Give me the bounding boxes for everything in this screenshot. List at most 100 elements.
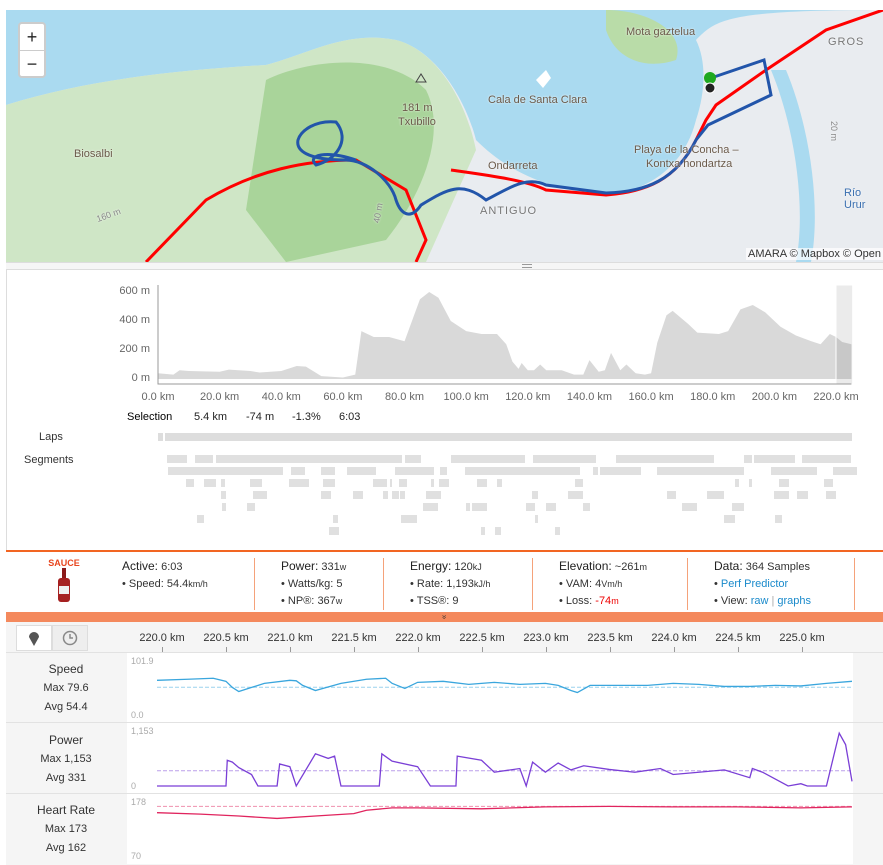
segment-bar[interactable] bbox=[749, 479, 752, 487]
segment-bar[interactable] bbox=[372, 479, 388, 487]
segment-bar[interactable] bbox=[476, 479, 487, 487]
segment-bar[interactable] bbox=[526, 467, 546, 475]
segment-bar[interactable] bbox=[472, 503, 487, 511]
segment-bar[interactable] bbox=[567, 455, 589, 463]
segment-bar[interactable] bbox=[824, 479, 834, 487]
segment-bar[interactable] bbox=[656, 467, 685, 475]
segment-bar[interactable] bbox=[441, 479, 447, 487]
segment-bar[interactable] bbox=[244, 467, 283, 475]
segment-bar[interactable] bbox=[787, 467, 817, 475]
segment-bar[interactable] bbox=[278, 455, 282, 463]
map-attribution[interactable]: AMARA © Mapbox © Open bbox=[746, 248, 883, 260]
segment-bar[interactable] bbox=[223, 455, 266, 463]
segment-bar[interactable] bbox=[466, 503, 470, 511]
segment-bar[interactable] bbox=[575, 479, 583, 487]
segment-bar[interactable] bbox=[197, 467, 215, 475]
power-plot[interactable]: 1,153 0 bbox=[127, 723, 853, 794]
map-canvas[interactable] bbox=[6, 10, 883, 262]
segment-bar[interactable] bbox=[682, 503, 698, 511]
segment-bar[interactable] bbox=[346, 455, 387, 463]
segment-bar[interactable] bbox=[290, 467, 305, 475]
segment-bar[interactable] bbox=[218, 455, 222, 463]
segment-bar[interactable] bbox=[677, 455, 706, 463]
speed-plot[interactable]: 101.9 0.0 bbox=[127, 653, 853, 723]
segment-bar[interactable] bbox=[248, 455, 283, 463]
segment-bar[interactable] bbox=[783, 479, 787, 487]
segment-bar[interactable] bbox=[399, 479, 408, 487]
segment-bar[interactable] bbox=[215, 467, 253, 475]
perf-predictor-link[interactable]: Perf Predictor bbox=[720, 578, 789, 590]
segment-bar[interactable] bbox=[705, 467, 744, 475]
segment-bar[interactable] bbox=[616, 467, 625, 475]
segment-bar[interactable] bbox=[465, 467, 483, 475]
segment-bar[interactable] bbox=[440, 467, 447, 475]
segment-bar[interactable] bbox=[352, 491, 363, 499]
segment-bar[interactable] bbox=[320, 491, 332, 499]
segment-bar[interactable] bbox=[425, 491, 442, 499]
segment-bar[interactable] bbox=[203, 479, 217, 487]
segment-bar[interactable] bbox=[197, 515, 205, 523]
segment-bar[interactable] bbox=[667, 491, 677, 499]
segment-bar[interactable] bbox=[592, 467, 599, 475]
heart-rate-plot[interactable]: 178 70 bbox=[127, 794, 853, 864]
segment-bar[interactable] bbox=[707, 491, 720, 499]
segment-bar[interactable] bbox=[770, 467, 802, 475]
segment-bar[interactable] bbox=[538, 467, 580, 475]
segment-bar[interactable] bbox=[780, 455, 793, 463]
segment-bar[interactable] bbox=[401, 515, 417, 523]
segment-bar[interactable] bbox=[525, 503, 536, 511]
segment-bar[interactable] bbox=[743, 455, 752, 463]
segment-bar[interactable] bbox=[222, 503, 227, 511]
segment-bar[interactable] bbox=[715, 491, 724, 499]
segment-bar[interactable] bbox=[833, 467, 858, 475]
segment-bar[interactable] bbox=[383, 491, 388, 499]
segment-bar[interactable] bbox=[532, 455, 568, 463]
segment-bar[interactable] bbox=[774, 515, 782, 523]
segment-bar[interactable] bbox=[219, 467, 224, 475]
segment-bar[interactable] bbox=[385, 455, 402, 463]
segment-bar[interactable] bbox=[481, 527, 486, 535]
segment-bar[interactable] bbox=[723, 515, 735, 523]
segment-bar[interactable] bbox=[395, 467, 435, 475]
zoom-in-button[interactable]: + bbox=[26, 27, 38, 47]
graphs-link[interactable]: graphs bbox=[777, 595, 812, 607]
segment-bar[interactable] bbox=[451, 455, 476, 463]
segment-bar[interactable] bbox=[354, 467, 377, 475]
segment-bar[interactable] bbox=[267, 455, 301, 463]
segment-bar[interactable] bbox=[300, 479, 310, 487]
lap-bar[interactable] bbox=[158, 433, 163, 441]
segment-bar[interactable] bbox=[220, 479, 225, 487]
segment-bar[interactable] bbox=[392, 491, 399, 499]
segment-bar[interactable] bbox=[617, 455, 655, 463]
segment-bar[interactable] bbox=[422, 503, 438, 511]
lap-bar[interactable] bbox=[165, 433, 852, 441]
elevation-chart[interactable] bbox=[7, 270, 883, 410]
raw-link[interactable]: raw bbox=[750, 595, 769, 607]
collapse-toggle[interactable]: » bbox=[6, 612, 883, 622]
segment-bar[interactable] bbox=[679, 467, 714, 475]
segment-bar[interactable] bbox=[649, 455, 680, 463]
segment-bar[interactable] bbox=[252, 491, 265, 499]
segment-bar[interactable] bbox=[182, 467, 209, 475]
segment-bar[interactable] bbox=[322, 479, 335, 487]
segment-bar[interactable] bbox=[404, 455, 421, 463]
segment-bar[interactable] bbox=[221, 491, 227, 499]
segment-bar[interactable] bbox=[333, 515, 339, 523]
segment-bar[interactable] bbox=[194, 455, 214, 463]
map[interactable]: + − Mota gaztelua GROS Cala de Santa Cla… bbox=[6, 10, 883, 262]
segment-bar[interactable] bbox=[734, 479, 740, 487]
segment-bar[interactable] bbox=[320, 467, 335, 475]
segment-bar[interactable] bbox=[465, 467, 471, 475]
segment-bar[interactable] bbox=[554, 527, 560, 535]
segment-bar[interactable] bbox=[801, 455, 838, 463]
segment-bar[interactable] bbox=[496, 479, 502, 487]
segment-bar[interactable] bbox=[532, 491, 539, 499]
segment-bar[interactable] bbox=[390, 479, 393, 487]
resize-handle[interactable] bbox=[6, 262, 883, 270]
segment-bar[interactable] bbox=[567, 491, 584, 499]
tab-distance[interactable] bbox=[16, 625, 52, 651]
segment-bar[interactable] bbox=[583, 503, 591, 511]
segment-bar[interactable] bbox=[534, 515, 538, 523]
segment-bar[interactable] bbox=[629, 467, 638, 475]
segment-bar[interactable] bbox=[545, 503, 556, 511]
